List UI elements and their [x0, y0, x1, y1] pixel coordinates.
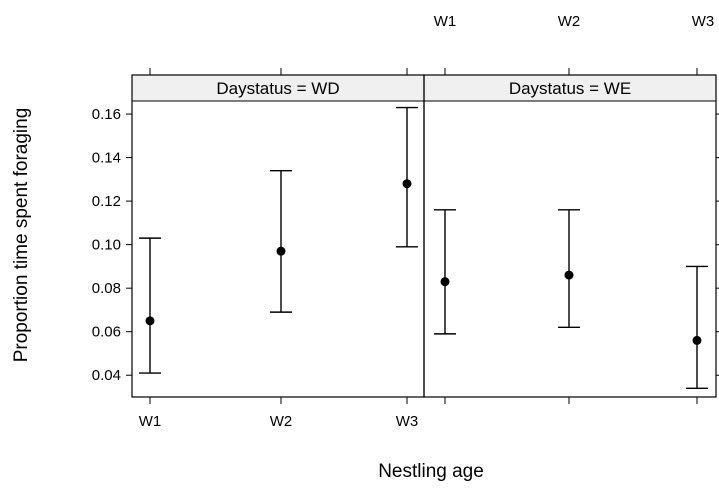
x-axis-title: Nestling age [378, 461, 484, 482]
y-tick-label: 0.04 [92, 367, 121, 384]
x-tick-label-top: W2 [558, 13, 581, 30]
data-point-2-W2 [564, 270, 574, 280]
strip-layer: Daystatus = WD Daystatus = WE [131, 74, 717, 102]
panel-strip-label-2: Daystatus = WE [509, 79, 631, 98]
y-tick-label: 0.10 [92, 237, 121, 254]
panel-strip-1 [131, 74, 425, 102]
y-tick-label: 0.06 [92, 324, 121, 341]
panel-frames [131, 74, 717, 398]
y-tick-label: 0.08 [92, 280, 121, 297]
x-tick-label-bottom: W2 [270, 413, 293, 430]
x-tick-label-top: W1 [434, 13, 457, 30]
y-tick-label: 0.14 [92, 150, 121, 167]
y-axis-title: Proportion time spent foraging [11, 108, 32, 363]
data-marks [139, 106, 708, 389]
data-point-2-W1 [440, 277, 450, 287]
panel-frame-1 [131, 74, 425, 398]
y-tick-label: 0.12 [92, 193, 121, 210]
y-tick-label: 0.16 [92, 106, 121, 123]
axes: 0.04 0.06 0.08 0.10 0.12 0.14 0.16 W1 W2 W3 W1 W2 W3 [92, 13, 719, 430]
data-point-1-W1 [145, 316, 155, 326]
panel-strip-label-1: Daystatus = WD [216, 79, 339, 98]
x-tick-label-bottom: W3 [396, 413, 419, 430]
x-tick-label-top: W3 [692, 13, 715, 30]
data-point-1-W2 [276, 246, 286, 256]
data-point-1-W3 [402, 179, 412, 189]
x-tick-label-bottom: W1 [139, 413, 162, 430]
panel-frame-2 [423, 74, 717, 398]
panel-strip-2 [423, 74, 717, 102]
data-point-2-W3 [692, 335, 702, 345]
